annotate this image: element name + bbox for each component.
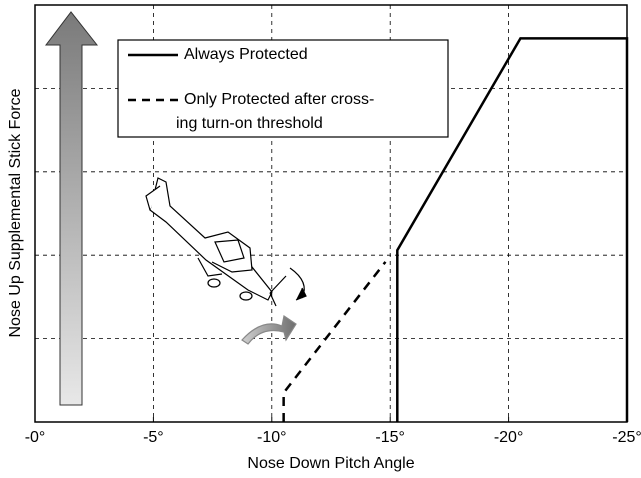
- series-line: [282, 261, 387, 422]
- y-axis-label: Nose Up Supplemental Stick Force: [7, 88, 24, 337]
- x-tick-label: -25°: [612, 429, 641, 446]
- x-tick-label: -15°: [375, 429, 405, 446]
- x-tick-label: -10°: [257, 429, 287, 446]
- airplane-illustration: [145, 177, 307, 345]
- x-axis-label: Nose Down Pitch Angle: [247, 455, 414, 472]
- legend-label: Only Protected after cross-: [184, 91, 374, 108]
- x-tick-label: -20°: [494, 429, 524, 446]
- series-line: [396, 37, 629, 422]
- x-tick-label: -5°: [143, 429, 164, 446]
- force-arrow: [44, 11, 99, 406]
- legend-label: Always Protected: [184, 46, 308, 63]
- x-tick-label: -0°: [25, 429, 46, 446]
- legend-label: ing turn-on threshold: [176, 115, 323, 132]
